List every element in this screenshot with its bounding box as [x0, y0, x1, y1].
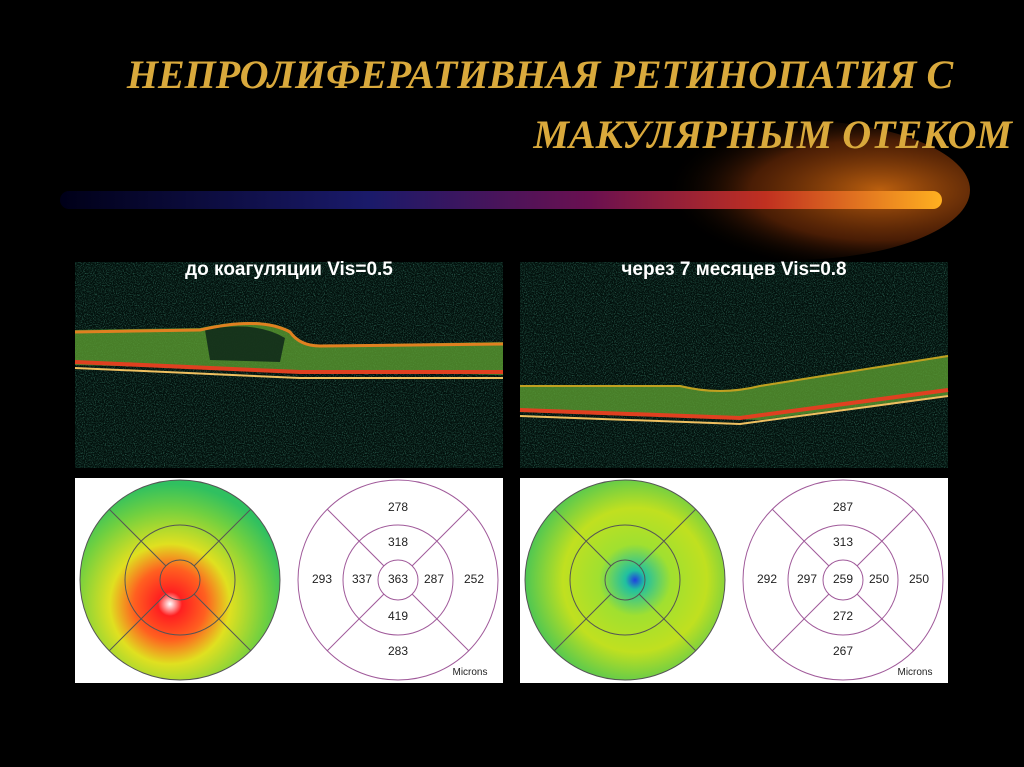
thickness-value: 297	[797, 572, 817, 586]
oct-scan	[74, 262, 504, 468]
ring	[524, 479, 726, 681]
oct-scan	[519, 262, 949, 468]
sector-line	[193, 508, 252, 567]
ring	[377, 559, 419, 601]
ring	[569, 524, 681, 636]
sector-line	[326, 508, 385, 567]
title-line: МАКУЛЯРНЫМ ОТЕКОМ	[532, 112, 1013, 157]
glow	[610, 120, 970, 260]
sector-line	[638, 593, 697, 652]
thickness-value: 283	[388, 644, 408, 658]
ring	[822, 559, 864, 601]
thickness-value: 292	[757, 572, 777, 586]
ring	[297, 479, 499, 681]
caption: через 7 месяцев Vis=0.8	[621, 259, 846, 280]
sector-line	[553, 593, 612, 652]
unit-label: Microns	[452, 667, 487, 678]
sector-line	[771, 593, 830, 652]
thickness-value: 313	[833, 535, 853, 549]
sector-line	[193, 593, 252, 652]
thickness-value: 272	[833, 609, 853, 623]
thickness-value: 318	[388, 535, 408, 549]
ring	[124, 524, 236, 636]
ring	[79, 479, 281, 681]
sector-line	[771, 508, 830, 567]
thickness-value: 278	[388, 500, 408, 514]
sector-line	[856, 508, 915, 567]
sector-line	[553, 508, 612, 567]
sector-line	[108, 593, 167, 652]
caption: до коагуляции Vis=0.5	[185, 259, 393, 280]
unit-label: Microns	[897, 667, 932, 678]
thickness-value: 250	[909, 572, 929, 586]
thickness-value: 337	[352, 572, 372, 586]
ring	[159, 559, 201, 601]
ring	[742, 479, 944, 681]
ring	[787, 524, 899, 636]
sector-line	[411, 593, 470, 652]
sector-line	[638, 508, 697, 567]
sector-line	[108, 508, 167, 567]
thickness-value: 287	[424, 572, 444, 586]
thickness-value: 250	[869, 572, 889, 586]
decor-bar	[60, 191, 942, 209]
ring	[604, 559, 646, 601]
sector-line	[856, 593, 915, 652]
sector-line	[326, 593, 385, 652]
thickness-value: 293	[312, 572, 332, 586]
thickness-value: 363	[388, 572, 408, 586]
thickness-value: 419	[388, 609, 408, 623]
thickness-value: 252	[464, 572, 484, 586]
title-line: НЕПРОЛИФЕРАТИВНАЯ РЕТИНОПАТИЯ С	[126, 52, 955, 97]
thickness-value: 267	[833, 644, 853, 658]
sector-line	[411, 508, 470, 567]
thickness-value: 287	[833, 500, 853, 514]
ring	[342, 524, 454, 636]
thickness-value: 259	[833, 572, 853, 586]
